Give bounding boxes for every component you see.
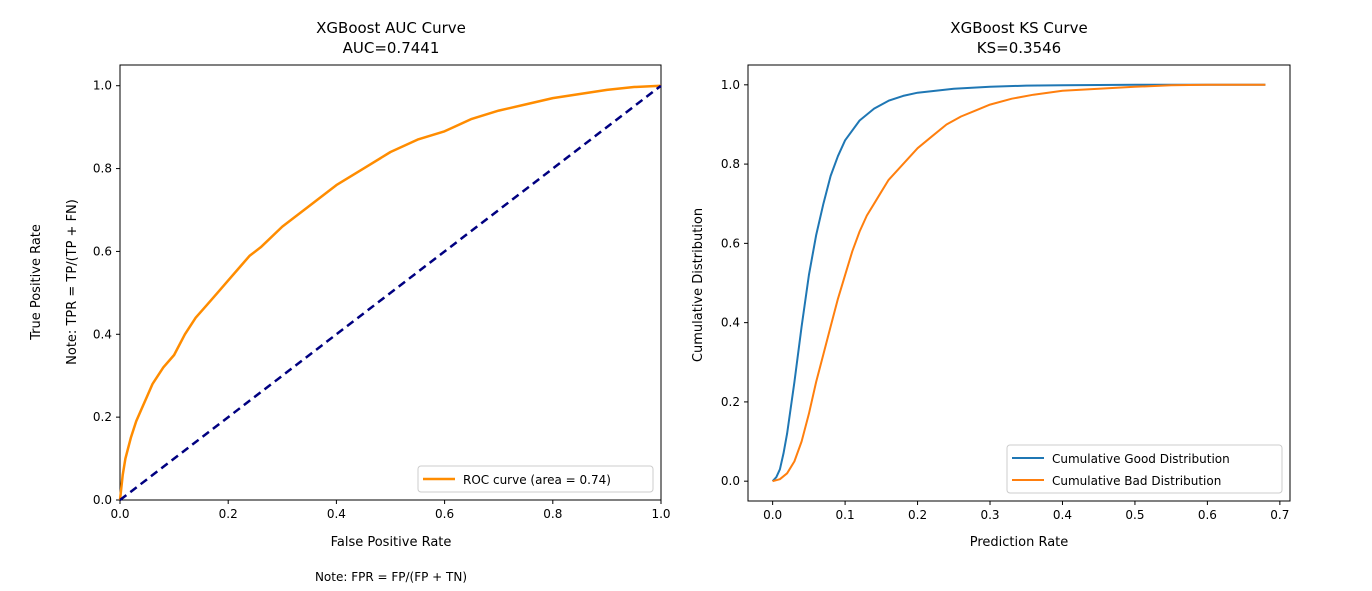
auc-chart-title: XGBoost AUC Curve <box>316 19 466 37</box>
ks-x-tick-label: 0.1 <box>836 508 855 522</box>
auc-x-note: Note: FPR = FP/(FP + TN) <box>315 570 467 584</box>
auc-y-tick-label: 0.8 <box>93 162 112 176</box>
ks-x-tick-label: 0.6 <box>1198 508 1217 522</box>
auc-y-ticks: 0.0 0.2 0.4 0.6 0.8 1.0 <box>93 79 120 507</box>
auc-series-line-0 <box>118 84 662 501</box>
auc-x-tick-label: 0.8 <box>543 507 562 521</box>
ks-y-tick-label: 0.0 <box>721 474 740 488</box>
auc-legend-label-roc: ROC curve (area = 0.74) <box>463 473 611 487</box>
auc-series-line-1 <box>119 84 662 501</box>
ks-legend-box <box>1006 444 1283 494</box>
ks-x-tick-label: 0.5 <box>1125 508 1144 522</box>
auc-x-ticks: 0.0 0.2 0.4 0.6 0.8 1.0 <box>110 500 671 521</box>
ks-series-line-1 <box>772 83 1266 483</box>
ks-x-tick-label: 0.0 <box>763 508 782 522</box>
ks-y-tick-label: 0.6 <box>721 236 740 250</box>
auc-y-tick-label: 1.0 <box>93 79 112 93</box>
auc-y-tick-label: 0.0 <box>93 493 112 507</box>
ks-series <box>771 83 1266 483</box>
ks-chart-title: XGBoost KS Curve <box>950 19 1087 37</box>
auc-x-tick-label: 0.4 <box>327 507 346 521</box>
auc-y-tick-label: 0.4 <box>93 327 112 341</box>
auc-legend-box <box>417 465 654 493</box>
ks-y-tick-label: 1.0 <box>721 78 740 92</box>
ks-legend: Cumulative Good Distribution Cumulative … <box>1006 444 1283 494</box>
auc-x-axis-label: False Positive Rate <box>331 535 452 550</box>
auc-legend: ROC curve (area = 0.74) <box>417 465 654 493</box>
ks-x-tick-label: 0.4 <box>1053 508 1072 522</box>
ks-chart: XGBoost KS Curve KS=0.3546 0.0 0.1 0.2 0.3 0… <box>691 19 1291 550</box>
ks-plot-frame <box>747 64 1291 502</box>
auc-x-tick-label: 0.2 <box>219 507 238 521</box>
ks-y-tick-label: 0.4 <box>721 316 740 330</box>
ks-chart-subtitle: KS=0.3546 <box>977 39 1061 57</box>
ks-series-line-0 <box>771 83 1266 482</box>
ks-y-ticks: 0.0 0.2 0.4 0.6 0.8 1.0 <box>721 78 748 488</box>
auc-y-tick-label: 0.6 <box>93 244 112 258</box>
auc-x-tick-label: 0.6 <box>435 507 454 521</box>
ks-legend-label-good: Cumulative Good Distribution <box>1052 452 1230 466</box>
ks-x-tick-label: 0.2 <box>908 508 927 522</box>
auc-y-axis-note: Note: TPR = TP/(TP + FN) <box>65 199 80 365</box>
ks-x-ticks: 0.0 0.1 0.2 0.3 0.4 0.5 0.6 0.7 <box>763 501 1289 522</box>
auc-plot-frame <box>119 64 662 501</box>
auc-x-tick-label: 1.0 <box>651 507 670 521</box>
ks-x-axis-label: Prediction Rate <box>970 535 1069 550</box>
auc-y-tick-label: 0.2 <box>93 410 112 424</box>
auc-x-tick-label: 0.0 <box>110 507 129 521</box>
ks-y-tick-label: 0.8 <box>721 157 740 171</box>
ks-x-tick-label: 0.3 <box>980 508 999 522</box>
auc-chart-subtitle: AUC=0.7441 <box>343 39 440 57</box>
ks-y-axis-label: Cumulative Distribution <box>691 208 706 362</box>
auc-y-axis-label: True Positive Rate <box>29 224 44 341</box>
auc-series <box>118 84 662 501</box>
ks-legend-label-bad: Cumulative Bad Distribution <box>1052 474 1221 488</box>
ks-x-tick-label: 0.7 <box>1270 508 1289 522</box>
auc-chart: XGBoost AUC Curve AUC=0.7441 0.0 0.2 0.4 0.… <box>29 19 671 584</box>
ks-y-tick-label: 0.2 <box>721 395 740 409</box>
